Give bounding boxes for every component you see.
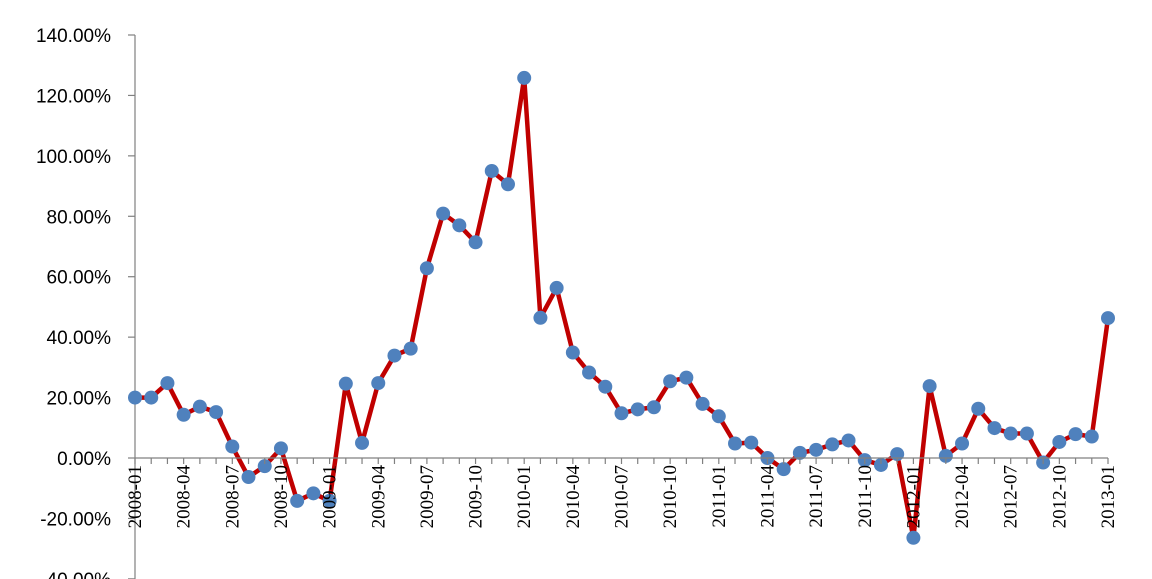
x-tick-label: 2009-10: [466, 465, 487, 528]
data-point: [565, 345, 580, 360]
y-tick-label: 80.00%: [47, 207, 112, 228]
y-axis: -40.00% -20.00% 0.00% 20.00% 40.00% 60.00% 80.…: [36, 26, 136, 579]
y-tick-label: 140.00%: [36, 26, 111, 47]
data-point: [225, 439, 240, 454]
data-point: [825, 437, 840, 452]
data-point: [273, 441, 288, 456]
data-point: [209, 405, 224, 420]
data-point: [500, 177, 515, 192]
x-tick-label: 2010-04: [563, 465, 584, 529]
x-tick-label: 2008-10: [271, 465, 292, 528]
x-tick-label: 2012-04: [952, 465, 973, 529]
data-point: [663, 374, 678, 389]
data-point: [1003, 426, 1018, 441]
data-point: [160, 376, 175, 391]
data-point: [306, 486, 321, 501]
y-tick-label: -20.00%: [40, 509, 111, 530]
data-point: [484, 163, 499, 178]
x-tick-label: 2010-01: [514, 465, 535, 528]
x-tick-label: 2011-10: [855, 465, 876, 528]
data-point: [355, 435, 370, 450]
x-tick-label: 2012-10: [1049, 465, 1070, 528]
data-point: [906, 530, 921, 545]
data-point: [290, 493, 305, 508]
x-tick-label: 2011-07: [806, 465, 827, 528]
data-point: [192, 399, 207, 414]
data-point: [630, 402, 645, 417]
y-tick-label: 20.00%: [47, 389, 112, 410]
data-point: [744, 435, 759, 450]
data-point: [598, 379, 613, 394]
data-point: [792, 445, 807, 460]
data-point: [128, 390, 142, 405]
data-point: [1084, 429, 1099, 444]
data-point: [987, 421, 1002, 436]
y-tick-label: 40.00%: [47, 328, 112, 349]
data-point: [1019, 426, 1034, 441]
data-point: [257, 459, 272, 474]
x-tick-label: 2011-04: [757, 465, 778, 528]
data-point: [841, 433, 856, 448]
data-point: [971, 401, 986, 416]
data-point: [873, 457, 888, 472]
data-point: [436, 206, 451, 221]
x-tick-label: 2009-04: [368, 465, 389, 529]
y-tick-label: 0.00%: [57, 449, 111, 470]
data-point: [468, 235, 483, 250]
series-markers: [128, 70, 1115, 545]
x-tick-label: 2013-01: [1098, 465, 1119, 528]
data-point: [338, 376, 353, 391]
data-point: [387, 348, 402, 363]
data-point: [1101, 311, 1115, 326]
data-point: [776, 462, 791, 477]
x-tick-label: 2008-01: [125, 465, 146, 528]
data-point: [922, 379, 937, 394]
x-tick-label: 2011-01: [709, 465, 730, 528]
x-tick-label: 2010-10: [660, 465, 681, 528]
x-tick-label: 2008-04: [174, 465, 195, 529]
data-point: [322, 493, 337, 508]
data-point: [403, 341, 418, 356]
data-point: [241, 470, 256, 485]
data-point: [144, 390, 159, 405]
data-point: [176, 407, 191, 422]
data-point: [419, 261, 434, 276]
data-point: [728, 436, 743, 451]
data-point: [955, 436, 970, 451]
data-point: [614, 406, 629, 421]
y-tick-label: 100.00%: [36, 147, 111, 168]
y-tick-label: -40.00%: [40, 570, 111, 579]
data-point: [1052, 434, 1067, 449]
x-tick-label: 2009-01: [320, 465, 341, 528]
data-point: [646, 400, 661, 415]
data-point: [695, 396, 710, 411]
y-tick-label: 120.00%: [36, 86, 111, 107]
data-point: [809, 442, 824, 457]
x-tick-label: 2009-07: [417, 465, 438, 528]
data-point: [679, 370, 694, 385]
data-point: [452, 218, 467, 233]
x-tick-label: 2010-07: [612, 465, 633, 528]
data-point: [1068, 427, 1083, 442]
data-point: [711, 409, 726, 424]
x-tick-label: 2012-01: [903, 465, 924, 528]
data-point: [938, 448, 953, 463]
data-point: [582, 365, 597, 380]
data-point: [549, 280, 564, 295]
data-point: [371, 376, 386, 391]
data-point: [517, 70, 532, 85]
y-tick-label: 60.00%: [47, 268, 112, 289]
x-tick-label: 2008-07: [222, 465, 243, 528]
data-point: [533, 310, 548, 325]
x-axis: 2008-01 2008-04 2008-07 2008-10 2009-01 2009-…: [125, 457, 1119, 529]
x-tick-label: 2012-07: [1001, 465, 1022, 528]
